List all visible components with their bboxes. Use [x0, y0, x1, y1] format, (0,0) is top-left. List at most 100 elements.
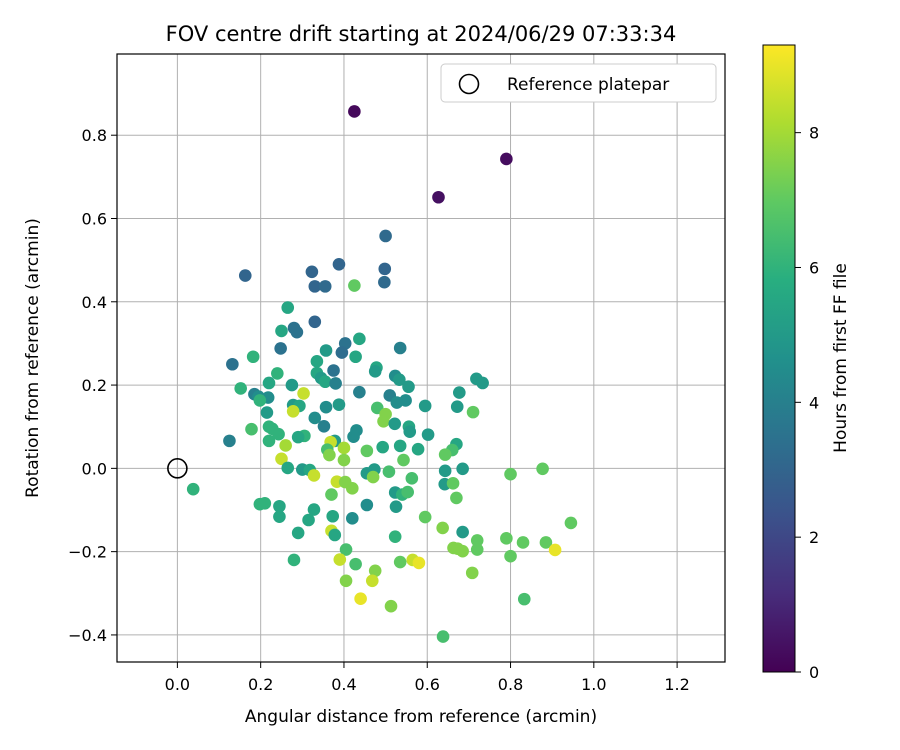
data-point [353, 332, 366, 346]
data-point [307, 503, 321, 516]
data-point [339, 574, 353, 588]
data-point [536, 462, 549, 476]
chart-title: FOV centre drift starting at 2024/06/29 … [166, 22, 677, 46]
data-point [291, 526, 305, 540]
data-point [421, 428, 435, 441]
data-point [456, 462, 469, 476]
y-axis-label: Rotation from reference (arcmin) [23, 218, 43, 498]
data-point [262, 376, 276, 390]
data-point [260, 406, 274, 419]
x-axis-ticks: 0.0 0.2 0.4 0.6 0.8 1.0 1.2 [165, 662, 690, 694]
data-point [307, 469, 321, 482]
data-point [287, 553, 301, 567]
data-point [389, 500, 403, 513]
data-point [516, 536, 530, 549]
data-point [245, 422, 258, 436]
colorbar-gradient [762, 44, 796, 673]
data-point [402, 380, 415, 394]
data-point [328, 528, 342, 542]
legend-box [440, 63, 717, 103]
data-point [368, 365, 382, 378]
data-point [504, 549, 517, 563]
data-point [223, 434, 236, 448]
x-tick-label: 0.2 [248, 675, 273, 694]
y-tick-label: 0.6 [82, 209, 107, 228]
data-point [446, 477, 460, 490]
data-point [337, 453, 351, 467]
y-tick-label: 0.2 [82, 376, 107, 395]
data-point [432, 190, 445, 204]
data-point [319, 400, 333, 414]
data-point [353, 385, 366, 399]
colorbar-ticks: 0 2 4 6 8 [795, 124, 819, 682]
data-point [234, 382, 247, 395]
colorbar-tick-label: 2 [809, 528, 819, 547]
data-point [453, 386, 466, 399]
data-point [397, 453, 410, 467]
data-point [327, 364, 340, 377]
data-point [335, 346, 349, 359]
grid-lines [117, 54, 725, 662]
data-point [401, 485, 414, 499]
reference-platepar-marker [167, 458, 188, 479]
data-point [275, 452, 288, 466]
data-point [436, 630, 450, 643]
data-point [393, 341, 407, 355]
data-point [317, 419, 331, 433]
data-point [456, 544, 469, 558]
data-point [360, 444, 374, 458]
data-point [305, 265, 319, 279]
data-point [308, 280, 322, 293]
data-point [297, 387, 310, 400]
x-tick-label: 1.0 [581, 675, 606, 694]
data-point [390, 396, 404, 409]
data-point [337, 441, 351, 455]
data-point [418, 399, 432, 413]
data-point [564, 516, 578, 530]
x-tick-label: 0.8 [498, 675, 523, 694]
colorbar: 0 2 4 6 8 Hours from first FF file [762, 44, 851, 682]
data-point [279, 439, 292, 452]
data-point [360, 498, 374, 512]
data-point [319, 344, 333, 357]
data-point [290, 325, 304, 339]
data-point [345, 482, 359, 495]
data-point [466, 405, 480, 419]
data-point [366, 470, 380, 484]
data-point [348, 105, 361, 118]
y-tick-label: 0.0 [82, 459, 107, 478]
data-point [345, 512, 359, 525]
data-point [323, 448, 336, 462]
colorbar-tick-label: 0 [809, 663, 819, 682]
data-point [333, 553, 347, 566]
data-point [281, 301, 295, 314]
data-point [308, 411, 322, 425]
data-point [354, 592, 367, 606]
data-point [382, 465, 396, 478]
legend: Reference platepar [440, 63, 717, 103]
data-point [332, 398, 346, 411]
data-point [405, 472, 419, 485]
data-point [376, 440, 389, 454]
data-point [500, 532, 513, 545]
data-point [186, 482, 200, 496]
data-point [470, 534, 484, 547]
data-point [450, 491, 463, 505]
data-point [246, 350, 260, 364]
data-point [393, 555, 407, 569]
data-point [438, 464, 452, 478]
data-point [286, 405, 300, 418]
data-point [253, 497, 267, 511]
data-point [365, 574, 379, 588]
data-point [517, 592, 531, 606]
data-point [412, 556, 426, 570]
data-point [308, 315, 322, 329]
data-point [470, 543, 484, 556]
y-tick-label: 0.8 [82, 126, 107, 145]
data-point [539, 536, 553, 549]
data-point [349, 350, 362, 364]
data-point [347, 430, 360, 444]
data-point [436, 521, 449, 535]
colorbar-tick-label: 6 [809, 258, 819, 277]
